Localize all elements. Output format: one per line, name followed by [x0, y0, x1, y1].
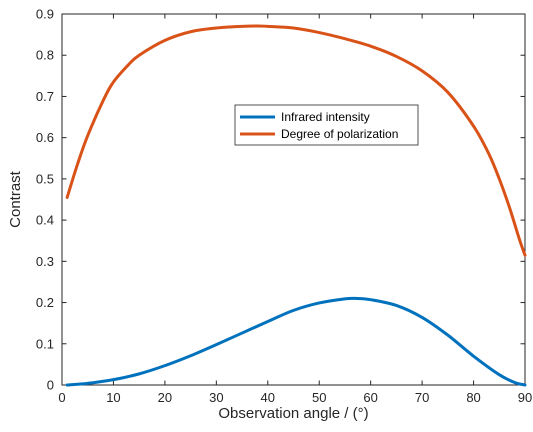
x-tick-label: 20 [158, 390, 172, 405]
series-line-0 [65, 296, 527, 387]
y-tick-label: 0.2 [36, 295, 54, 310]
x-axis-label: Observation angle / (°) [218, 405, 368, 422]
x-tick-label: 10 [106, 390, 120, 405]
x-tick-label: 40 [261, 390, 275, 405]
plot-area [61, 13, 526, 386]
y-tick-label: 0.8 [36, 48, 54, 63]
y-tick-label: 0.3 [36, 254, 54, 269]
x-tick-label: 50 [312, 390, 326, 405]
x-tick-label: 80 [466, 390, 480, 405]
x-tick-label: 70 [415, 390, 429, 405]
legend-label: Degree of polarization [281, 127, 398, 141]
y-tick-label: 0.5 [36, 171, 54, 186]
legend-label: Infrared intensity [281, 110, 370, 124]
y-tick-label: 0.6 [36, 130, 54, 145]
y-axis-label: Contrast [7, 170, 24, 228]
y-tick-label: 0.7 [36, 89, 54, 104]
y-tick-label: 0 [47, 378, 54, 393]
legend: Infrared intensity Degree of polarization [234, 104, 419, 146]
y-tick-label: 0.9 [36, 7, 54, 22]
x-tick-label: 90 [518, 390, 532, 405]
y-tick-label: 0.1 [36, 336, 54, 351]
y-tick-label: 0.4 [36, 213, 54, 228]
x-tick-label: 0 [58, 390, 65, 405]
x-tick-label: 30 [209, 390, 223, 405]
series-line-1 [65, 24, 527, 257]
series-lines [65, 24, 527, 387]
legend-box [234, 104, 419, 146]
x-tick-label: 60 [363, 390, 377, 405]
axis-ticks: 0 10 20 30 40 50 60 70 80 90 0 0.1 0.2 0.3 0.4 0.5 0.6 0.… [36, 7, 532, 406]
